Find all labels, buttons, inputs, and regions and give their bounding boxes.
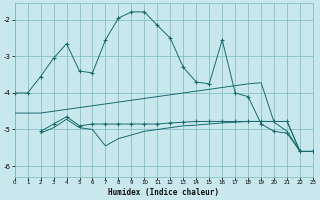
X-axis label: Humidex (Indice chaleur): Humidex (Indice chaleur)	[108, 188, 219, 197]
